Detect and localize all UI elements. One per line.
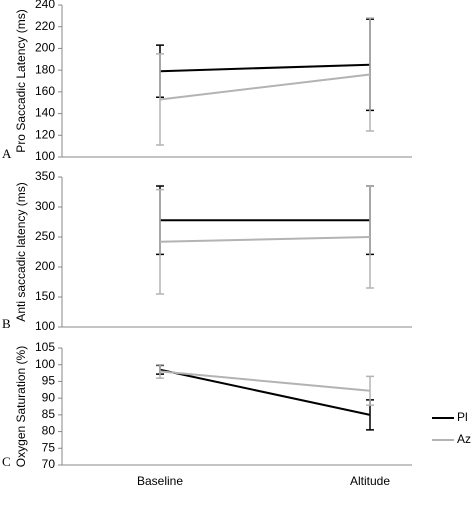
y-tick-label: 100 [35, 149, 55, 163]
error-bar [366, 375, 374, 406]
y-axis-label: Pro Saccadic Latency (ms) [14, 9, 28, 152]
y-tick-label: 240 [35, 0, 55, 11]
panel-label: A [2, 146, 12, 161]
y-tick-label: 85 [42, 407, 56, 421]
panel-label: C [2, 454, 11, 469]
y-tick-label: 75 [42, 440, 56, 454]
panel-label: B [2, 316, 11, 331]
error-bar [366, 185, 374, 289]
y-tick-label: 250 [35, 229, 55, 243]
series-line [159, 236, 371, 243]
y-tick-label: 200 [35, 41, 55, 55]
y-tick-label: 300 [35, 199, 55, 213]
y-tick-label: 90 [42, 390, 56, 404]
series-line [159, 63, 371, 73]
error-bar [156, 53, 164, 146]
y-tick-label: 220 [35, 19, 55, 33]
x-tick-label: Altitude [350, 474, 390, 488]
y-axis-label: Anti saccadic latency (ms) [14, 182, 28, 321]
y-tick-label: 150 [35, 289, 55, 303]
y-axis-label: Oxygen Saturation (%) [14, 346, 28, 467]
y-tick-label: 70 [42, 457, 56, 471]
error-bar [156, 363, 164, 379]
y-tick-label: 160 [35, 84, 55, 98]
y-tick-label: 140 [35, 106, 55, 120]
series-line [159, 73, 371, 101]
error-bar [156, 188, 164, 295]
y-tick-label: 95 [42, 374, 56, 388]
y-tick-label: 105 [35, 340, 55, 354]
series-line [159, 368, 371, 416]
y-tick-label: 350 [35, 169, 55, 183]
y-tick-label: 120 [35, 127, 55, 141]
legend-label: Pl [457, 410, 468, 424]
x-tick-label: Baseline [137, 474, 183, 488]
y-tick-label: 80 [42, 424, 56, 438]
y-tick-label: 200 [35, 259, 55, 273]
error-bar [366, 17, 374, 132]
y-tick-label: 100 [35, 357, 55, 371]
legend-label: Az [457, 432, 471, 446]
y-tick-label: 100 [35, 319, 55, 333]
y-tick-label: 180 [35, 62, 55, 76]
series-line [159, 370, 371, 392]
